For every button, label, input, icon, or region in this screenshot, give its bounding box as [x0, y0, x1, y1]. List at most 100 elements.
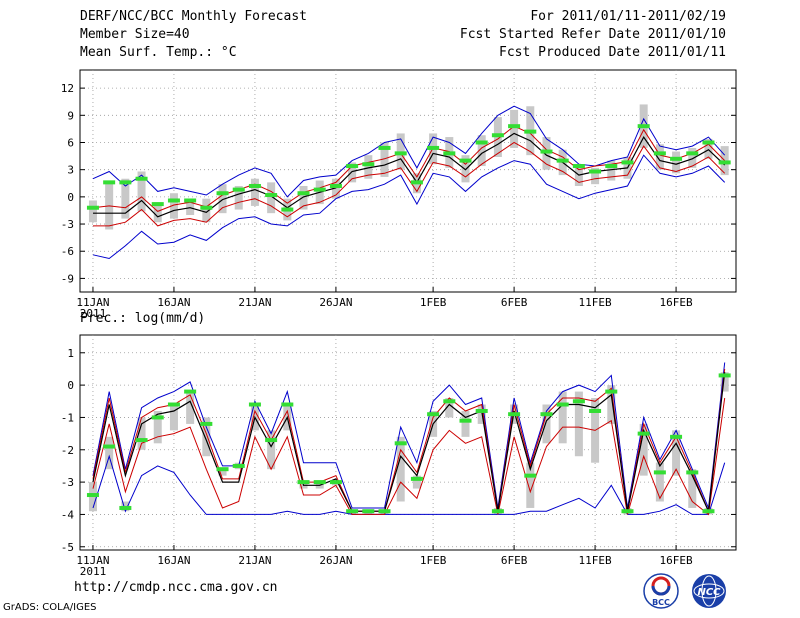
data-marker	[378, 509, 391, 514]
data-marker	[151, 415, 164, 420]
x-tick-label: 21JAN	[238, 554, 271, 567]
y-tick-label: -1	[61, 411, 74, 424]
series-line-lower_envelope	[92, 454, 726, 515]
data-marker	[605, 164, 618, 169]
data-marker	[508, 124, 521, 129]
refer-date: Fcst Started Refer Date 2011/01/10	[459, 27, 726, 42]
members-box	[169, 193, 178, 219]
data-marker	[119, 505, 132, 510]
data-marker	[119, 180, 132, 185]
y-tick-label: -5	[61, 541, 74, 554]
bcc-logo-text: BCC	[652, 598, 670, 607]
header-right: For 2011/01/11-2011/02/19 Fcst Started Re…	[460, 8, 726, 62]
members-box	[461, 410, 470, 437]
series-line-upper_envelope	[92, 105, 726, 198]
data-marker	[313, 480, 326, 485]
data-marker	[589, 169, 602, 174]
data-marker	[216, 191, 229, 196]
data-marker	[524, 473, 537, 478]
members-box	[137, 171, 146, 212]
forecast-period: For 2011/01/11-2011/02/19	[530, 9, 726, 24]
members-box	[574, 391, 583, 457]
members-box	[720, 372, 729, 392]
data-marker	[248, 183, 261, 188]
series-line-upper_spread	[92, 125, 726, 212]
x-tick-label: 11FEB	[579, 296, 612, 309]
members-box	[558, 391, 567, 444]
y-tick-label: 0	[67, 379, 74, 392]
members-box	[591, 167, 600, 185]
series-line-ensemble_mean	[92, 372, 726, 514]
members-box	[218, 469, 227, 476]
data-marker	[443, 399, 456, 404]
x-tick-label: 11FEB	[579, 554, 612, 567]
members-box	[348, 162, 357, 183]
data-marker	[637, 124, 650, 129]
chart-title: DERF/NCC/BCC Monthly Forecast	[80, 9, 307, 24]
data-marker	[718, 160, 731, 165]
data-marker	[184, 198, 197, 203]
members-box	[121, 178, 130, 219]
data-marker	[637, 431, 650, 436]
y-tick-label: 9	[67, 109, 74, 122]
ncc-logo: NCC	[692, 574, 726, 608]
members-box	[461, 155, 470, 183]
x-tick-label: 11JAN	[76, 296, 109, 309]
data-marker	[475, 408, 488, 413]
members-box	[688, 469, 697, 508]
members-box	[364, 155, 373, 179]
data-marker	[670, 434, 683, 439]
x-tick-label: 26JAN	[319, 296, 352, 309]
data-marker	[313, 187, 326, 192]
y-tick-label: 12	[61, 82, 74, 95]
data-marker	[443, 151, 456, 156]
members-box	[477, 135, 486, 167]
members-box	[186, 198, 195, 215]
data-marker	[329, 480, 342, 485]
series-line-lower_spread	[93, 141, 726, 227]
data-marker	[329, 183, 342, 188]
data-marker	[491, 133, 504, 138]
x-tick-label: 16FEB	[660, 554, 693, 567]
x-tick-year: 2011	[80, 307, 107, 320]
variable-label: Mean Surf. Temp.: °C	[80, 45, 237, 60]
members-box	[202, 417, 211, 457]
series-line-upper_envelope	[92, 362, 726, 510]
x-tick-year: 2011	[80, 565, 107, 578]
data-marker	[427, 145, 440, 150]
data-marker	[491, 509, 504, 514]
source-url[interactable]: http://cmdp.ncc.cma.gov.cn	[74, 580, 278, 595]
data-marker	[475, 140, 488, 145]
y-tick-label: 3	[67, 164, 74, 177]
grads-credit: GrADS: COLA/IGES	[3, 602, 97, 613]
data-marker	[653, 470, 666, 475]
data-marker	[686, 151, 699, 156]
bcc-logo: BCC	[643, 573, 679, 609]
x-tick-label: 6FEB	[501, 554, 528, 567]
data-marker	[702, 140, 715, 145]
data-marker	[346, 509, 359, 514]
data-marker	[86, 205, 99, 210]
data-marker	[200, 205, 213, 210]
data-marker	[200, 421, 213, 426]
x-tick-label: 26JAN	[319, 554, 352, 567]
data-marker	[232, 187, 245, 192]
members-box	[639, 423, 648, 476]
data-marker	[394, 151, 407, 156]
data-marker	[508, 412, 521, 417]
data-marker	[410, 180, 423, 185]
members-box	[704, 138, 713, 159]
data-marker	[670, 156, 683, 161]
data-marker	[653, 151, 666, 156]
data-marker	[686, 470, 699, 475]
data-marker	[540, 412, 553, 417]
x-tick-label: 1FEB	[420, 554, 447, 567]
members-box	[655, 144, 664, 170]
data-marker	[167, 198, 180, 203]
data-marker	[459, 418, 472, 423]
members-box	[153, 410, 162, 444]
data-marker	[540, 149, 553, 154]
plot-frame	[79, 334, 737, 551]
